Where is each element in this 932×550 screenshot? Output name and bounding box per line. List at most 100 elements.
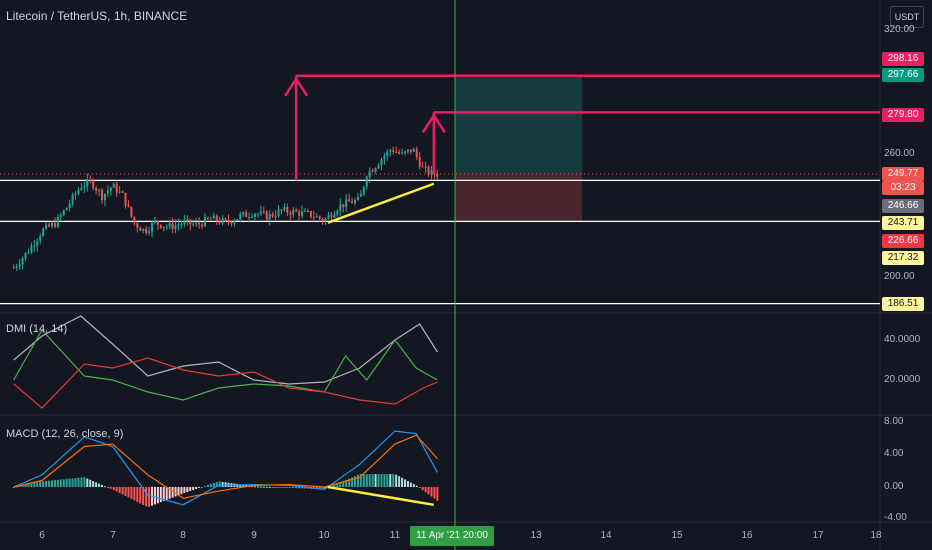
macd-histogram-bar — [301, 487, 304, 489]
candle-body — [221, 218, 224, 224]
candle-body — [327, 215, 330, 219]
candle-body — [121, 191, 124, 193]
macd-histogram-bar — [33, 482, 36, 487]
macd-histogram-bar — [221, 481, 224, 487]
macd-histogram-bar — [268, 486, 271, 488]
macd-histogram-bar — [171, 487, 174, 498]
candle-body — [195, 222, 198, 224]
macd-histogram-bar — [136, 487, 139, 502]
macd-histogram-bar — [333, 485, 336, 487]
macd-histogram-bar — [377, 474, 380, 487]
macd-histogram-bar — [401, 477, 404, 487]
price-trendline — [327, 182, 435, 224]
candle-body — [395, 151, 398, 153]
candle-body — [256, 213, 259, 215]
macd-histogram-bar — [89, 479, 92, 487]
candle-body — [198, 222, 201, 225]
candle-body — [315, 216, 318, 218]
macd-histogram-bar — [106, 487, 109, 488]
candle-body — [312, 216, 315, 218]
candle-body — [133, 216, 136, 224]
macd-histogram-bar — [239, 484, 242, 487]
candle-body — [404, 151, 407, 153]
candle-body — [139, 227, 142, 231]
candle-body — [415, 149, 418, 157]
candle-body — [398, 151, 401, 154]
candle-body — [45, 224, 48, 229]
macd-histogram-bar — [101, 484, 104, 487]
candle-body — [77, 189, 80, 195]
macd-tick: -4.00 — [884, 512, 907, 523]
macd-histogram-bar — [198, 487, 201, 489]
macd-signal-line — [13, 434, 438, 499]
macd-histogram-bar — [271, 487, 274, 488]
macd-histogram-bar — [353, 476, 356, 487]
candle-body — [15, 266, 18, 268]
macd-histogram-bar — [356, 474, 359, 487]
candle-body — [159, 224, 162, 228]
macd-histogram-bar — [103, 486, 106, 488]
candle-body — [353, 199, 356, 204]
currency-button[interactable]: USDT — [890, 6, 924, 28]
candle-body — [56, 216, 59, 227]
candle-body — [365, 177, 368, 187]
dmi-adx-line — [13, 315, 438, 385]
candle-body — [186, 219, 189, 221]
candle-body — [206, 217, 209, 219]
macd-histogram-bar — [262, 486, 265, 488]
candle-body — [59, 215, 62, 217]
candle-body — [165, 226, 168, 228]
macd-histogram-bar — [336, 483, 339, 487]
macd-histogram-bar — [298, 487, 301, 489]
macd-histogram-bar — [148, 487, 151, 507]
macd-line — [13, 430, 438, 506]
macd-histogram-bar — [436, 487, 439, 501]
time-tick: 18 — [870, 530, 882, 541]
candle-body — [124, 192, 127, 206]
candle-body — [215, 215, 218, 222]
candle-body — [42, 228, 45, 237]
time-tick: 16 — [741, 530, 753, 541]
price-tick: 200.00 — [884, 271, 915, 282]
macd-histogram-bar — [418, 487, 421, 488]
price-label-last: 249.77 — [882, 167, 924, 181]
candle-body — [412, 149, 415, 152]
macd-histogram-bar — [168, 487, 171, 499]
candle-body — [330, 215, 333, 218]
macd-histogram-bar — [242, 484, 245, 487]
candle-body — [51, 222, 54, 227]
candle-body — [401, 152, 404, 154]
candle-body — [242, 212, 245, 215]
macd-histogram-bar — [251, 485, 254, 487]
macd-histogram-bar — [206, 484, 209, 487]
candle-body — [53, 222, 56, 227]
price-label-217-32: 217.32 — [882, 251, 924, 265]
macd-histogram-bar — [386, 474, 389, 487]
candle-body — [239, 214, 242, 219]
macd-histogram-bar — [362, 474, 365, 487]
candle-body — [98, 190, 101, 192]
macd-histogram-bar — [18, 485, 21, 487]
candle-body — [386, 151, 389, 157]
candle-body — [248, 216, 251, 218]
macd-histogram-bar — [374, 474, 377, 487]
macd-histogram-bar — [86, 478, 89, 487]
macd-histogram-bar — [53, 480, 56, 487]
macd-histogram-bar — [256, 486, 259, 488]
macd-histogram-bar — [415, 485, 418, 487]
macd-histogram-bar — [112, 487, 115, 491]
macd-label: MACD (12, 26, close, 9) — [6, 428, 124, 440]
macd-histogram-bar — [183, 487, 186, 494]
candle-body — [309, 210, 312, 217]
macd-histogram-bar — [318, 487, 321, 490]
macd-histogram-bar — [192, 487, 195, 491]
macd-histogram-bar — [430, 487, 433, 497]
dmi-tick: 40.0000 — [884, 334, 921, 345]
candle-body — [236, 218, 239, 221]
candle-body — [271, 213, 274, 217]
macd-histogram-bar — [153, 487, 156, 505]
candle-body — [151, 223, 154, 232]
candle-body — [253, 214, 256, 217]
macd-tick: 8.00 — [884, 416, 904, 427]
